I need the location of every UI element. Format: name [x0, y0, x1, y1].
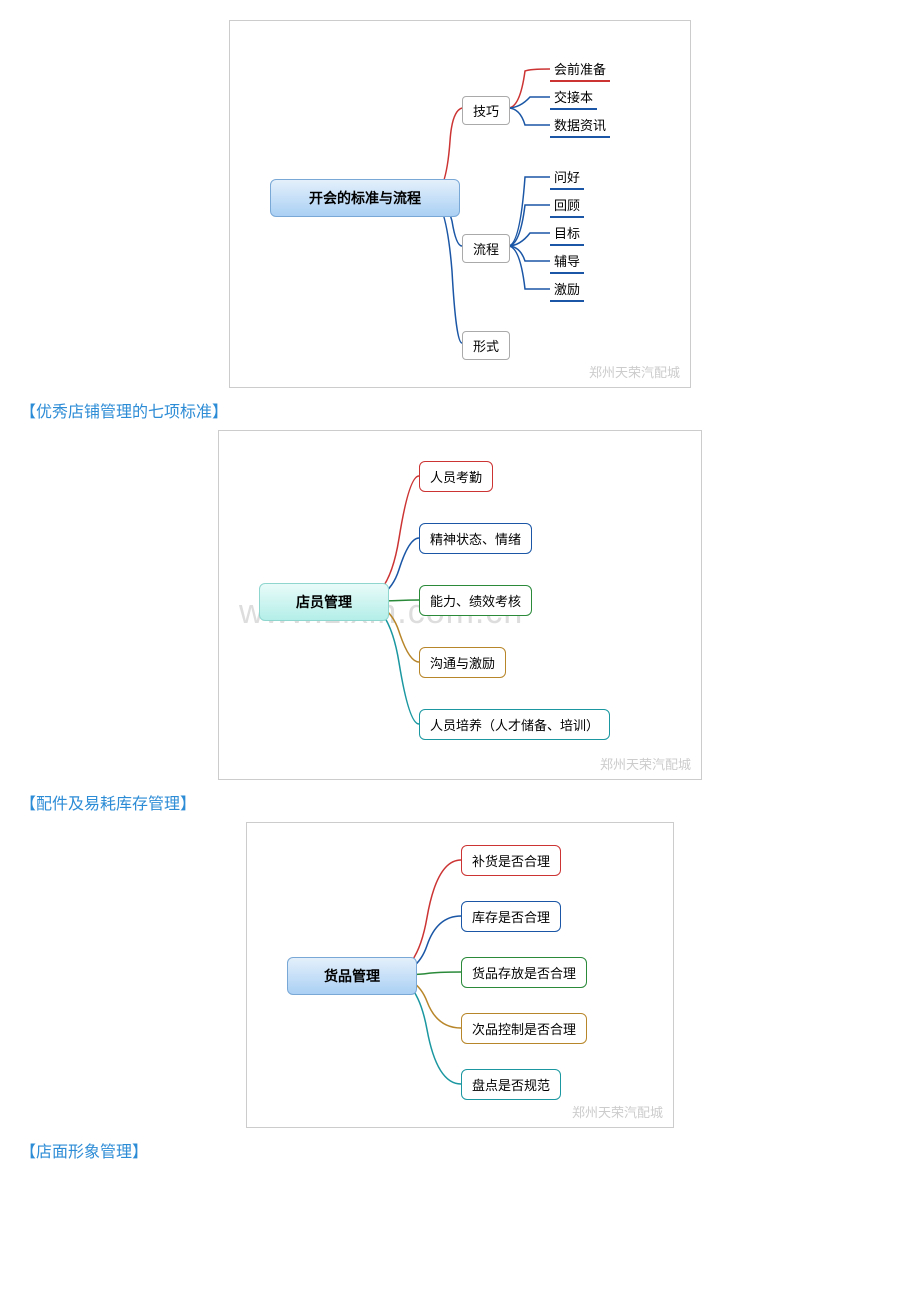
leaf-node: 数据资讯 — [550, 113, 610, 138]
leaf-box: 人员培养（人才储备、培训） — [419, 709, 610, 740]
leaf-box: 人员考勤 — [419, 461, 493, 492]
leaf-box: 补货是否合理 — [461, 845, 561, 876]
leaf-box: 能力、绩效考核 — [419, 585, 532, 616]
leaf-node: 会前准备 — [550, 57, 610, 82]
diagram-goods: 货品管理 补货是否合理库存是否合理货品存放是否合理次品控制是否合理盘点是否规范 … — [246, 822, 674, 1128]
leaf-node: 目标 — [550, 221, 584, 246]
mid-node: 流程 — [462, 234, 510, 263]
diagram-meeting: 开会的标准与流程 技巧流程形式 会前准备交接本数据资讯问好回顾目标辅导激励 郑州… — [229, 20, 691, 388]
leaf-node: 问好 — [550, 165, 584, 190]
leaf-box: 库存是否合理 — [461, 901, 561, 932]
leaf-box: 沟通与激励 — [419, 647, 506, 678]
diagram-staff: www.zixin.com.cn 店员管理 人员考勤精神状态、情绪能力、绩效考核… — [218, 430, 702, 780]
mid-node: 形式 — [462, 331, 510, 360]
leaf-box: 精神状态、情绪 — [419, 523, 532, 554]
watermark-brand: 郑州天荣汽配城 — [600, 754, 691, 773]
leaf-node: 辅导 — [550, 249, 584, 274]
leaf-node: 回顾 — [550, 193, 584, 218]
root-goods: 货品管理 — [287, 957, 417, 995]
leaf-box: 次品控制是否合理 — [461, 1013, 587, 1044]
title-inventory: 【配件及易耗库存管理】 — [20, 790, 900, 814]
leaf-box: 货品存放是否合理 — [461, 957, 587, 988]
mid-node: 技巧 — [462, 96, 510, 125]
watermark-brand: 郑州天荣汽配城 — [589, 362, 680, 381]
root-meeting: 开会的标准与流程 — [270, 179, 460, 217]
watermark-brand: 郑州天荣汽配城 — [572, 1102, 663, 1121]
title-seven-standards: 【优秀店铺管理的七项标准】 — [20, 398, 900, 422]
leaf-node: 激励 — [550, 277, 584, 302]
title-store-image: 【店面形象管理】 — [20, 1138, 900, 1162]
leaf-box: 盘点是否规范 — [461, 1069, 561, 1100]
leaf-node: 交接本 — [550, 85, 597, 110]
root-staff: 店员管理 — [259, 583, 389, 621]
